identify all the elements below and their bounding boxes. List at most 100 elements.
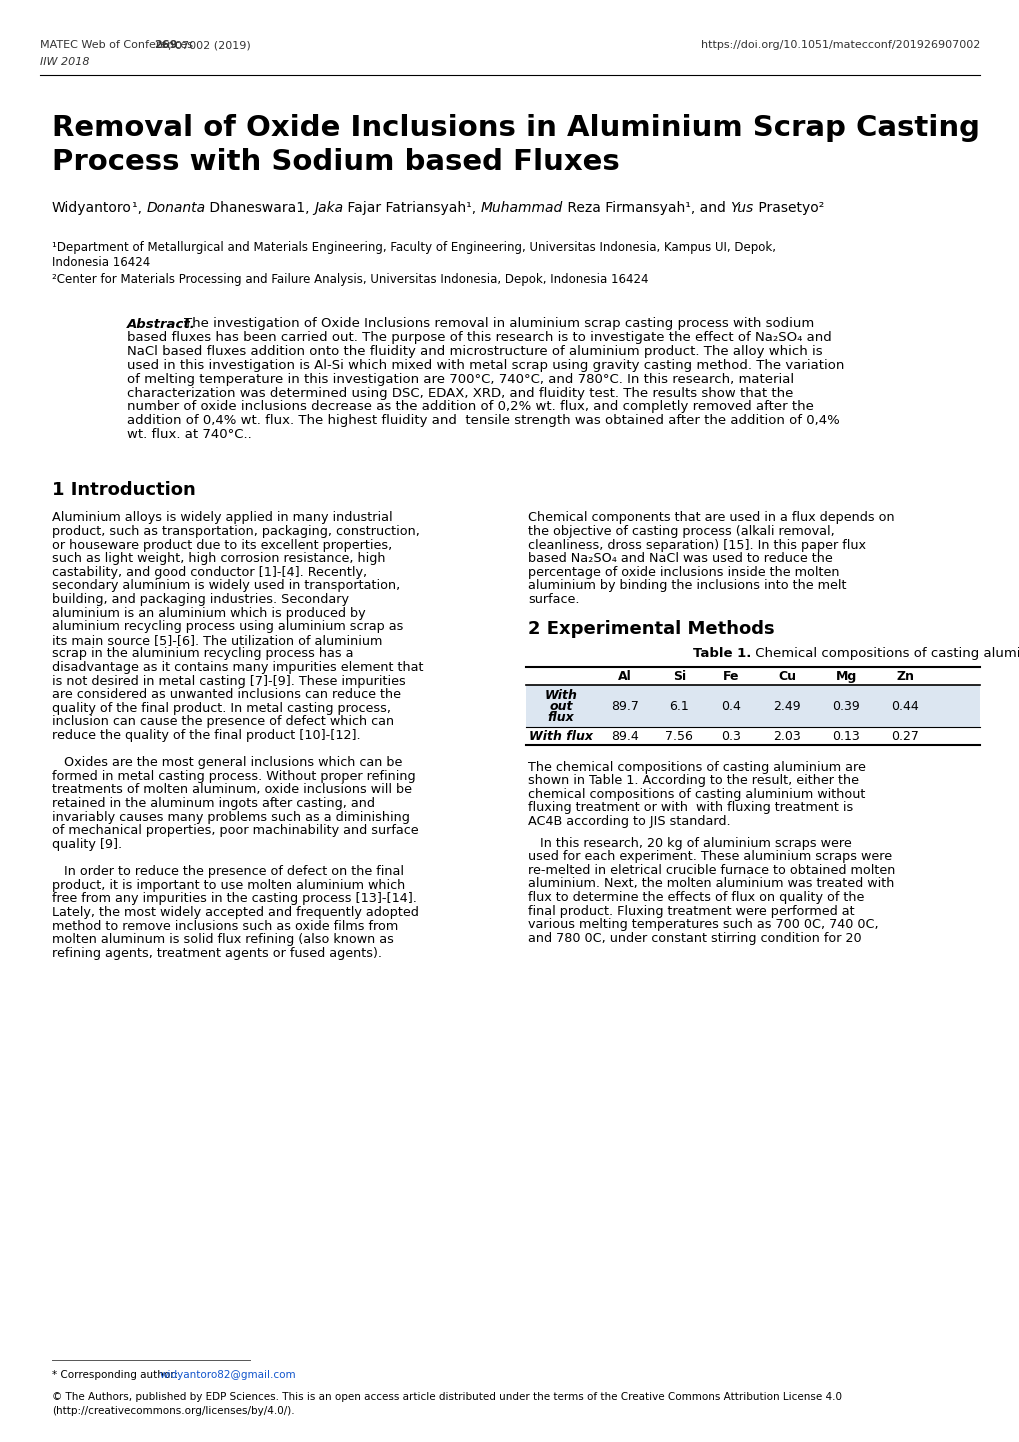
Text: The investigation of Oxide Inclusions removal in aluminium scrap casting process: The investigation of Oxide Inclusions re…	[183, 317, 813, 330]
Text: Widyantoro: Widyantoro	[52, 200, 131, 215]
Text: 2.49: 2.49	[772, 699, 800, 712]
Text: Donanta: Donanta	[146, 200, 205, 215]
Text: Jaka: Jaka	[314, 200, 343, 215]
Text: free from any impurities in the casting process [13]-[14].: free from any impurities in the casting …	[52, 893, 417, 906]
Text: Table 1.: Table 1.	[692, 646, 750, 659]
Text: 0.3: 0.3	[720, 730, 741, 743]
Text: Chemical components that are used in a flux depends on: Chemical components that are used in a f…	[528, 512, 894, 525]
Text: ¹,: ¹,	[131, 200, 146, 215]
Text: quality [9].: quality [9].	[52, 838, 122, 851]
Text: Indonesia 16424: Indonesia 16424	[52, 257, 150, 270]
Text: 6.1: 6.1	[668, 699, 689, 712]
Text: shown in Table 1. According to the result, either the: shown in Table 1. According to the resul…	[528, 774, 858, 787]
Text: and 780 0C, under constant stirring condition for 20: and 780 0C, under constant stirring cond…	[528, 932, 861, 945]
Text: (http://creativecommons.org/licenses/by/4.0/).: (http://creativecommons.org/licenses/by/…	[52, 1406, 294, 1416]
Text: out: out	[549, 699, 573, 712]
Text: 0.13: 0.13	[832, 730, 859, 743]
Text: 0.39: 0.39	[832, 699, 859, 712]
Text: used for each experiment. These aluminium scraps were: used for each experiment. These aluminiu…	[528, 851, 892, 864]
Text: Si: Si	[672, 669, 685, 682]
Text: characterization was determined using DSC, EDAX, XRD, and fluidity test. The res: characterization was determined using DS…	[127, 386, 793, 399]
Text: the objective of casting process (alkali removal,: the objective of casting process (alkali…	[528, 525, 834, 538]
Text: aluminium by binding the inclusions into the melt: aluminium by binding the inclusions into…	[528, 580, 846, 593]
Text: aluminium is an aluminium which is produced by: aluminium is an aluminium which is produ…	[52, 607, 365, 620]
Text: aluminium recycling process using aluminium scrap as: aluminium recycling process using alumin…	[52, 620, 403, 633]
Text: With: With	[544, 689, 577, 702]
Text: retained in the aluminum ingots after casting, and: retained in the aluminum ingots after ca…	[52, 797, 375, 810]
Text: Fe: Fe	[722, 669, 739, 682]
Text: various melting temperatures such as 700 0C, 740 0C,: various melting temperatures such as 700…	[528, 919, 877, 932]
Text: final product. Fluxing treatment were performed at: final product. Fluxing treatment were pe…	[528, 904, 854, 917]
Text: based Na₂SO₄ and NaCl was used to reduce the: based Na₂SO₄ and NaCl was used to reduce…	[528, 552, 832, 565]
Text: of mechanical properties, poor machinability and surface: of mechanical properties, poor machinabi…	[52, 825, 418, 838]
Text: surface.: surface.	[528, 593, 579, 606]
Text: 7.56: 7.56	[664, 730, 693, 743]
Text: product, such as transportation, packaging, construction,: product, such as transportation, packagi…	[52, 525, 420, 538]
Text: used in this investigation is Al-Si which mixed with metal scrap using gravity c: used in this investigation is Al-Si whic…	[127, 359, 844, 372]
Text: 89.7: 89.7	[610, 699, 638, 712]
Text: secondary aluminium is widely used in transportation,: secondary aluminium is widely used in tr…	[52, 580, 399, 593]
Text: , 07002 (2019): , 07002 (2019)	[168, 40, 251, 50]
Text: wt. flux. at 740°C..: wt. flux. at 740°C..	[127, 428, 252, 441]
Text: formed in metal casting process. Without proper refining: formed in metal casting process. Without…	[52, 770, 415, 783]
Text: product, it is important to use molten aluminium which: product, it is important to use molten a…	[52, 878, 405, 891]
Text: Yus: Yus	[730, 200, 753, 215]
Text: Removal of Oxide Inclusions in Aluminium Scrap Casting: Removal of Oxide Inclusions in Aluminium…	[52, 114, 979, 141]
Text: https://doi.org/10.1051/matecconf/201926907002: https://doi.org/10.1051/matecconf/201926…	[700, 40, 979, 50]
Text: Cu: Cu	[777, 669, 795, 682]
Text: number of oxide inclusions decrease as the addition of 0,2% wt. flux, and comple: number of oxide inclusions decrease as t…	[127, 401, 813, 414]
Text: With flux: With flux	[529, 730, 593, 743]
Text: AC4B according to JIS standard.: AC4B according to JIS standard.	[528, 815, 730, 828]
Text: 1 Introduction: 1 Introduction	[52, 482, 196, 499]
Text: Muhammad: Muhammad	[480, 200, 562, 215]
Text: of melting temperature in this investigation are 700°C, 740°C, and 780°C. In thi: of melting temperature in this investiga…	[127, 372, 794, 385]
Text: based fluxes has been carried out. The purpose of this research is to investigat: based fluxes has been carried out. The p…	[127, 332, 830, 345]
Text: treatments of molten aluminum, oxide inclusions will be: treatments of molten aluminum, oxide inc…	[52, 783, 412, 796]
Text: reduce the quality of the final product [10]-[12].: reduce the quality of the final product …	[52, 730, 361, 743]
Text: fluxing treatment or with  with fluxing treatment is: fluxing treatment or with with fluxing t…	[528, 802, 853, 815]
Text: flux to determine the effects of flux on quality of the: flux to determine the effects of flux on…	[528, 891, 863, 904]
Text: © The Authors, published by EDP Sciences. This is an open access article distrib: © The Authors, published by EDP Sciences…	[52, 1392, 841, 1402]
Text: flux: flux	[547, 711, 574, 724]
Text: Process with Sodium based Fluxes: Process with Sodium based Fluxes	[52, 149, 620, 176]
Text: cleanliness, dross separation) [15]. In this paper flux: cleanliness, dross separation) [15]. In …	[528, 539, 865, 552]
Text: ¹Department of Metallurgical and Materials Engineering, Faculty of Engineering, : ¹Department of Metallurgical and Materia…	[52, 241, 775, 254]
Text: Prasetyo²: Prasetyo²	[753, 200, 823, 215]
Text: molten aluminum is solid flux refining (also known as: molten aluminum is solid flux refining (…	[52, 933, 393, 946]
Text: Mg: Mg	[835, 669, 856, 682]
Text: building, and packaging industries. Secondary: building, and packaging industries. Seco…	[52, 593, 348, 606]
Text: inclusion can cause the presence of defect which can: inclusion can cause the presence of defe…	[52, 715, 393, 728]
Text: its main source [5]-[6]. The utilization of aluminium: its main source [5]-[6]. The utilization…	[52, 634, 382, 647]
Text: Fajar Fatriansyah¹,: Fajar Fatriansyah¹,	[343, 200, 480, 215]
Text: 0.44: 0.44	[891, 699, 918, 712]
Text: re-melted in eletrical crucible furnace to obtained molten: re-melted in eletrical crucible furnace …	[528, 864, 895, 877]
Text: Lately, the most widely accepted and frequently adopted: Lately, the most widely accepted and fre…	[52, 906, 419, 919]
Text: invariably causes many problems such as a diminishing: invariably causes many problems such as …	[52, 810, 410, 823]
Text: Zn: Zn	[896, 669, 913, 682]
Text: The chemical compositions of casting aluminium are: The chemical compositions of casting alu…	[528, 761, 865, 774]
FancyBboxPatch shape	[526, 685, 979, 727]
Text: * Corresponding author:: * Corresponding author:	[52, 1370, 181, 1380]
Text: refining agents, treatment agents or fused agents).: refining agents, treatment agents or fus…	[52, 947, 382, 960]
Text: scrap in the aluminium recycling process has a: scrap in the aluminium recycling process…	[52, 647, 354, 660]
Text: aluminium. Next, the molten aluminium was treated with: aluminium. Next, the molten aluminium wa…	[528, 878, 894, 891]
Text: Chemical compositions of casting aluminium: Chemical compositions of casting alumini…	[750, 646, 1019, 659]
Text: Reza Firmansyah¹, and: Reza Firmansyah¹, and	[562, 200, 730, 215]
Text: chemical compositions of casting aluminium without: chemical compositions of casting alumini…	[528, 787, 864, 800]
Text: castability, and good conductor [1]-[4]. Recently,: castability, and good conductor [1]-[4].…	[52, 565, 367, 578]
Text: method to remove inclusions such as oxide films from: method to remove inclusions such as oxid…	[52, 920, 397, 933]
Text: Abstract.: Abstract.	[127, 317, 196, 330]
Text: IIW 2018: IIW 2018	[40, 58, 90, 66]
Text: is not desired in metal casting [7]-[9]. These impurities: is not desired in metal casting [7]-[9].…	[52, 675, 406, 688]
Text: In this research, 20 kg of aluminium scraps were: In this research, 20 kg of aluminium scr…	[539, 836, 851, 849]
Text: Oxides are the most general inclusions which can be: Oxides are the most general inclusions w…	[64, 756, 401, 769]
Text: Al: Al	[618, 669, 631, 682]
Text: widyantoro82@gmail.com: widyantoro82@gmail.com	[160, 1370, 297, 1380]
Text: quality of the final product. In metal casting process,: quality of the final product. In metal c…	[52, 702, 390, 715]
Text: 2.03: 2.03	[772, 730, 800, 743]
Text: Aluminium alloys is widely applied in many industrial: Aluminium alloys is widely applied in ma…	[52, 512, 392, 525]
Text: NaCl based fluxes addition onto the fluidity and microstructure of aluminium pro: NaCl based fluxes addition onto the flui…	[127, 345, 821, 358]
Text: 0.4: 0.4	[720, 699, 741, 712]
Text: MATEC Web of Conferences: MATEC Web of Conferences	[40, 40, 197, 50]
Text: 269: 269	[154, 40, 177, 50]
